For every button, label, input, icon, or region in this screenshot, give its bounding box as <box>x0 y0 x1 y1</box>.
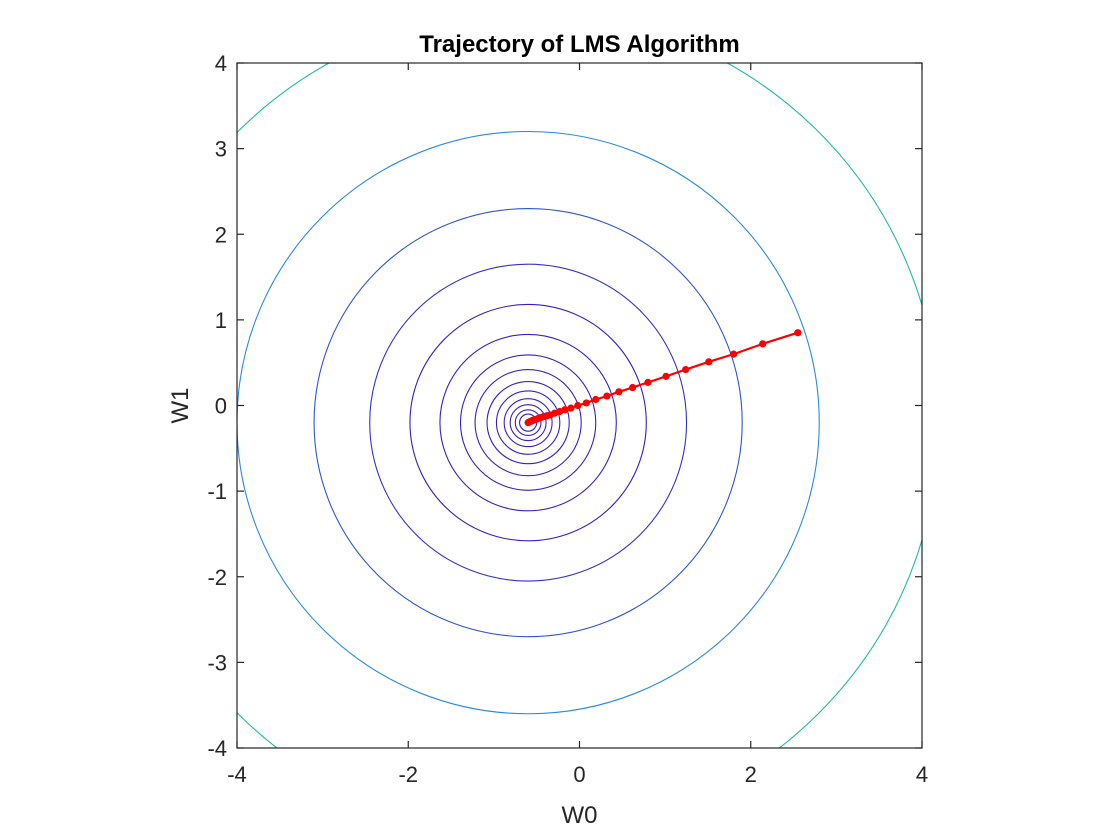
trajectory-series <box>524 329 802 427</box>
contour-ring-7 <box>459 354 597 491</box>
trajectory-point <box>705 358 713 366</box>
trajectory-point <box>615 388 623 396</box>
y-tick-label: 0 <box>215 394 227 419</box>
x-tick-label: -4 <box>227 762 247 787</box>
contour-ring-11 <box>313 208 743 638</box>
y-tick-label: -3 <box>207 650 227 675</box>
x-axis-label: W0 <box>562 802 598 829</box>
trajectory-point <box>567 404 575 412</box>
trajectory-point <box>759 340 767 348</box>
trajectory-point <box>662 372 670 380</box>
y-tick-label: 1 <box>215 308 227 333</box>
trajectory-point <box>592 395 600 404</box>
contour-ring-3 <box>503 398 553 448</box>
trajectory-point <box>628 383 637 392</box>
y-tick-label: -2 <box>207 565 227 590</box>
contour-ring-8 <box>439 333 617 512</box>
contour-ring-10 <box>369 263 688 582</box>
x-tick-label: 0 <box>573 762 585 787</box>
trajectory-point <box>574 401 582 410</box>
contour-ring-1 <box>514 409 542 437</box>
x-tick-label: -2 <box>398 762 418 787</box>
trajectory-point <box>524 419 532 427</box>
axis-ticks: -4 -2 0 2 4 4 3 2 1 0 -1 -2 -3 -4 <box>207 51 928 787</box>
trajectory-point <box>644 378 652 386</box>
trajectory-point <box>603 392 611 400</box>
contour-ring-4 <box>495 390 561 455</box>
contour-ring-12 <box>237 131 820 715</box>
y-tick-label: -4 <box>207 736 227 761</box>
contour-ring-6 <box>474 368 582 477</box>
contour-group <box>237 63 922 748</box>
trajectory-point <box>730 350 738 358</box>
contour-ring-9 <box>409 303 647 542</box>
y-tick-label: -1 <box>207 479 227 504</box>
trajectory-point <box>582 399 590 407</box>
y-tick-label: 2 <box>215 222 227 247</box>
x-tick-label: 4 <box>916 762 928 787</box>
y-tick-label: 4 <box>215 51 227 76</box>
contour-ring-2 <box>509 404 547 442</box>
x-tick-label: 2 <box>745 762 757 787</box>
y-tick-label: 3 <box>215 137 227 162</box>
chart-title: Trajectory of LMS Algorithm <box>419 31 739 58</box>
contour-ring-5 <box>486 380 570 465</box>
trajectory-point <box>794 329 802 337</box>
y-axis-label: W1 <box>167 388 194 424</box>
trajectory-point <box>682 365 690 374</box>
